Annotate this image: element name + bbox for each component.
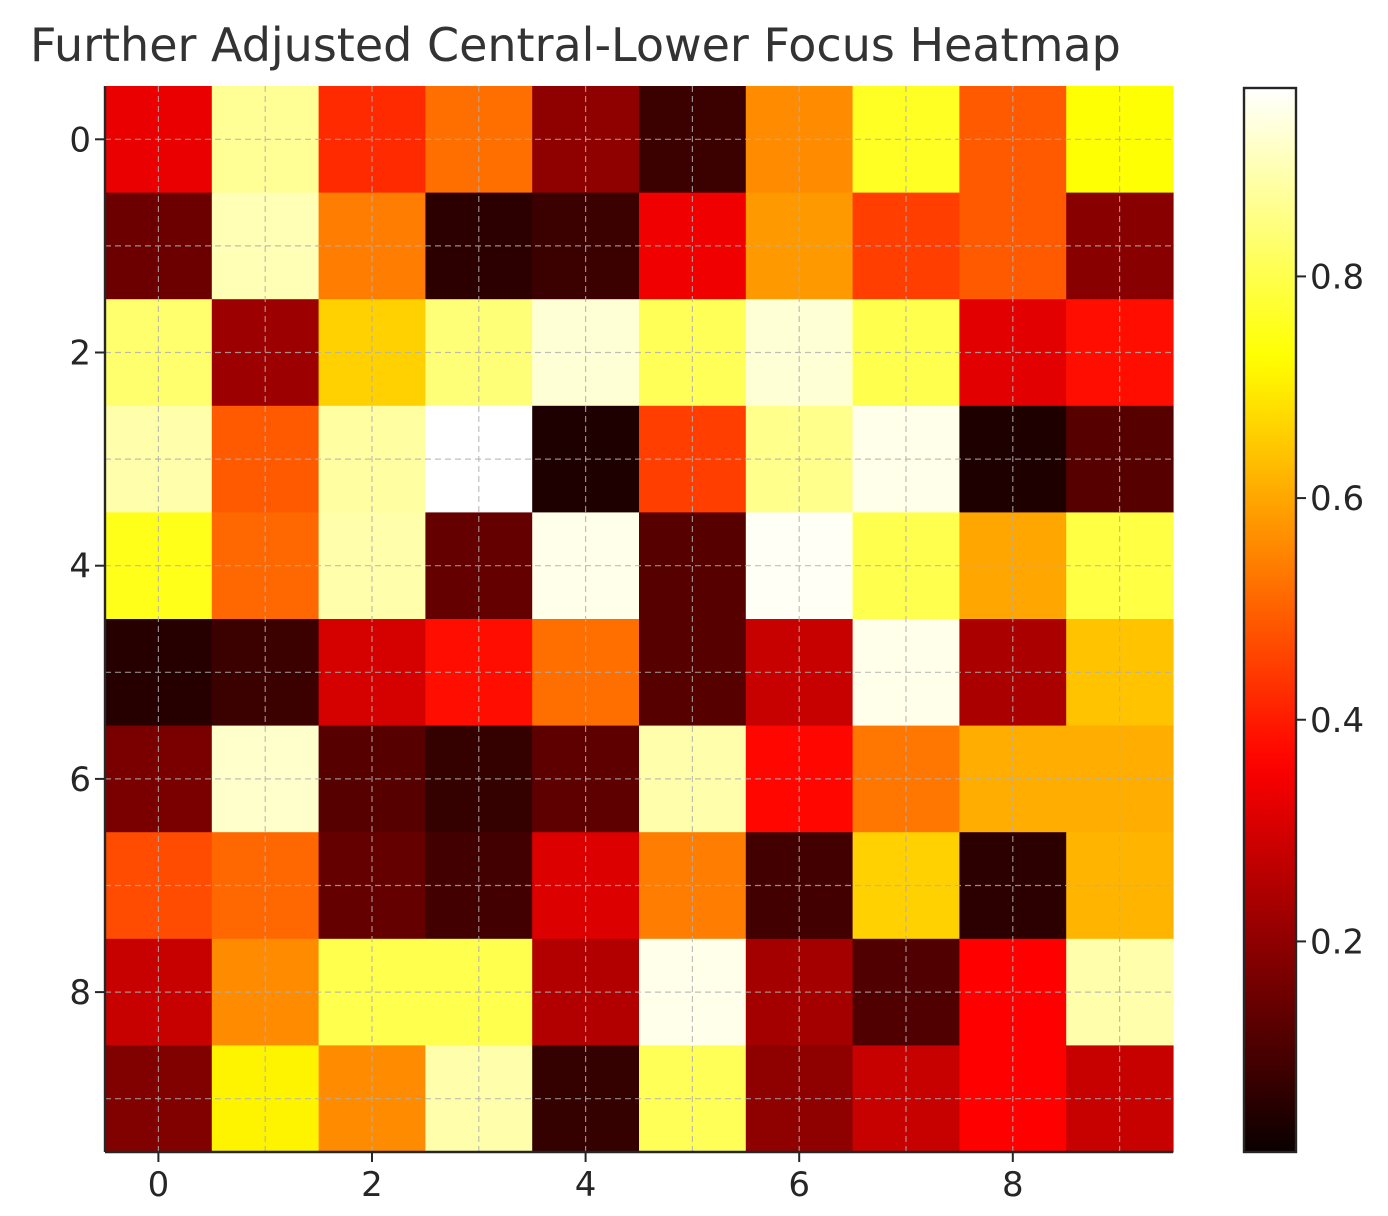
y-tick-label: 8: [69, 973, 91, 1013]
x-tick-label: 6: [788, 1165, 810, 1205]
colorbar-tick-label: 0.8: [1310, 257, 1364, 297]
y-tick-label: 6: [69, 760, 91, 800]
colorbar-tick-label: 0.4: [1310, 701, 1364, 741]
colorbar-tick-label: 0.6: [1310, 479, 1364, 519]
colorbar-frame: [1242, 86, 1298, 1154]
colorbar: [1244, 88, 1296, 1152]
y-tick-label: 4: [69, 547, 91, 587]
x-tick-label: 8: [1002, 1165, 1024, 1205]
x-tick-label: 0: [148, 1165, 170, 1205]
x-tick-label: 2: [361, 1165, 383, 1205]
x-tick-label: 4: [575, 1165, 597, 1205]
colorbar-tick-label: 0.2: [1310, 922, 1364, 962]
chart-title: Further Adjusted Central-Lower Focus Hea…: [30, 18, 1121, 72]
y-tick-label: 0: [69, 120, 91, 160]
y-tick-label: 2: [69, 334, 91, 374]
